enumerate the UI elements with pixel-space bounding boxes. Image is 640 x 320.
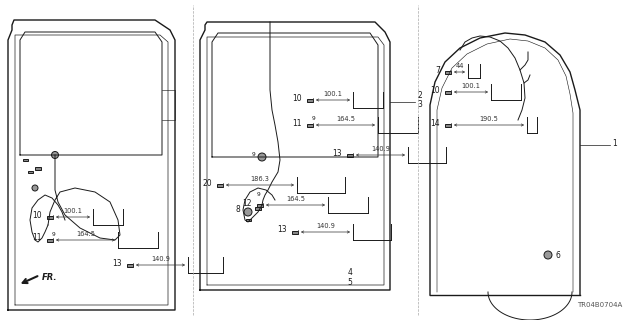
Bar xyxy=(445,124,451,126)
Text: 14: 14 xyxy=(430,118,440,127)
Text: 140.9: 140.9 xyxy=(371,146,390,152)
Text: 13: 13 xyxy=(113,259,122,268)
Circle shape xyxy=(544,251,552,259)
Bar xyxy=(257,204,263,206)
Text: 9: 9 xyxy=(252,151,255,156)
Bar xyxy=(255,206,261,210)
Bar xyxy=(347,154,353,156)
Bar xyxy=(28,171,33,173)
Bar xyxy=(307,124,313,126)
Text: 4: 4 xyxy=(348,268,353,277)
Text: 20: 20 xyxy=(202,179,212,188)
Bar xyxy=(47,215,53,219)
Text: 3: 3 xyxy=(417,100,422,109)
Bar xyxy=(292,230,298,234)
Text: 7: 7 xyxy=(435,66,440,75)
Bar xyxy=(47,238,53,242)
Bar xyxy=(445,70,451,74)
Text: 186.3: 186.3 xyxy=(251,176,269,182)
Text: 13: 13 xyxy=(277,226,287,235)
Text: 164.5: 164.5 xyxy=(336,116,355,122)
Text: 6: 6 xyxy=(555,252,560,260)
Text: 9: 9 xyxy=(311,116,315,121)
Bar xyxy=(22,159,28,161)
Text: 8: 8 xyxy=(236,204,240,213)
Text: 1: 1 xyxy=(612,139,617,148)
Text: 13: 13 xyxy=(332,148,342,157)
Text: 10: 10 xyxy=(33,211,42,220)
Text: 44: 44 xyxy=(455,63,464,69)
Text: 12: 12 xyxy=(243,198,252,207)
Text: 100.1: 100.1 xyxy=(324,91,342,97)
Text: 2: 2 xyxy=(417,91,422,100)
Bar xyxy=(246,219,250,221)
Bar xyxy=(445,91,451,93)
Bar xyxy=(35,166,41,170)
Bar xyxy=(127,263,133,267)
Text: 100.1: 100.1 xyxy=(63,208,83,214)
Text: 164.5: 164.5 xyxy=(286,196,305,202)
Text: 190.5: 190.5 xyxy=(479,116,499,122)
Circle shape xyxy=(244,208,252,216)
Text: 9: 9 xyxy=(256,191,260,196)
Bar xyxy=(217,183,223,187)
Circle shape xyxy=(258,153,266,161)
Text: 9: 9 xyxy=(51,233,55,237)
Text: 164.5: 164.5 xyxy=(76,231,95,237)
Text: 140.9: 140.9 xyxy=(151,256,170,262)
Text: 140.9: 140.9 xyxy=(316,223,335,229)
Text: 10: 10 xyxy=(292,93,302,102)
Text: 10: 10 xyxy=(430,85,440,94)
Text: TR04B0704A: TR04B0704A xyxy=(577,302,622,308)
Circle shape xyxy=(51,151,58,158)
Text: 11: 11 xyxy=(33,234,42,243)
Bar xyxy=(307,99,313,101)
Text: 11: 11 xyxy=(292,118,302,127)
Text: 100.1: 100.1 xyxy=(461,83,481,89)
Text: 5: 5 xyxy=(348,278,353,287)
Circle shape xyxy=(32,185,38,191)
Text: FR.: FR. xyxy=(42,273,58,282)
